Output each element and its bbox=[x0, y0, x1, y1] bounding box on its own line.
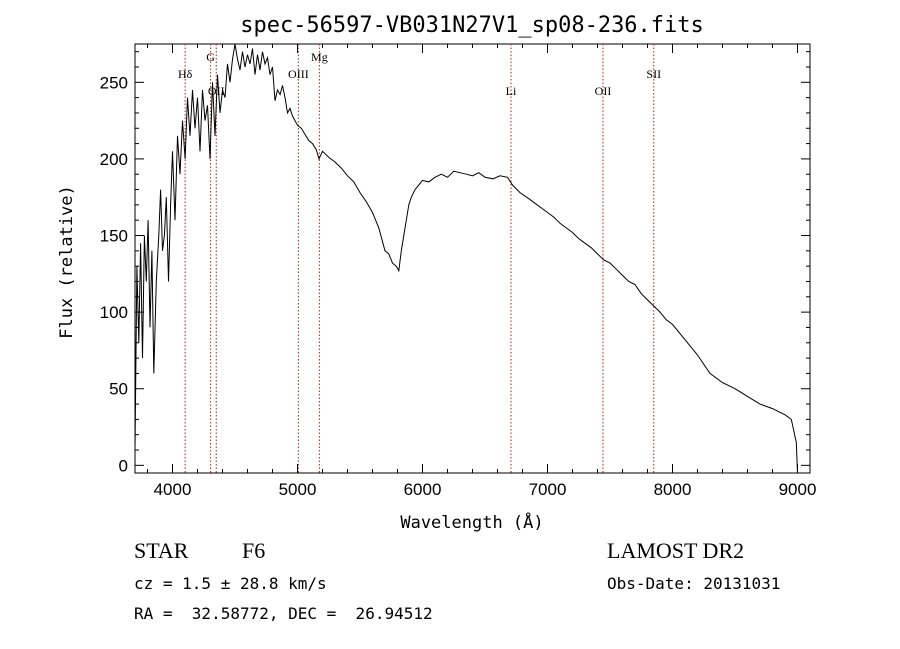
x-tick-label: 9000 bbox=[779, 480, 817, 499]
spectral-line-label: G bbox=[206, 50, 215, 64]
x-tick-label: 7000 bbox=[529, 480, 567, 499]
spectral-line-label: Mg bbox=[311, 50, 328, 64]
survey-name: LAMOST DR2 bbox=[607, 538, 745, 563]
redshift-cz: cz = 1.5 ± 28.8 km/s bbox=[134, 574, 327, 593]
x-tick-label: 4000 bbox=[154, 480, 192, 499]
obs-date: Obs-Date: 20131031 bbox=[607, 574, 781, 593]
x-tick-label: 8000 bbox=[654, 480, 692, 499]
spectral-line-label: OII bbox=[595, 84, 612, 98]
y-tick-label: 0 bbox=[119, 456, 128, 475]
axis-ticks: 4000 5000 6000 7000 8000 9000 0 50 100 150 200 250 bbox=[100, 44, 817, 499]
y-tick-label: 50 bbox=[109, 380, 128, 399]
y-axis-label: Flux (relative) bbox=[57, 185, 77, 339]
x-tick-label: 6000 bbox=[404, 480, 442, 499]
spectral-line-label: SII bbox=[646, 67, 661, 81]
y-tick-label: 100 bbox=[100, 303, 128, 322]
object-subclass: F6 bbox=[242, 538, 266, 563]
flux-series-line bbox=[134, 43, 798, 474]
x-tick-label: 5000 bbox=[279, 480, 317, 499]
y-tick-label: 200 bbox=[100, 150, 128, 169]
ra-dec: RA = 32.58772, DEC = 26.94512 bbox=[134, 604, 433, 623]
spectral-line-label: Hδ bbox=[178, 67, 193, 81]
y-tick-label: 250 bbox=[100, 73, 128, 92]
chart-title: spec-56597-VB031N27V1_sp08-236.fits bbox=[240, 13, 704, 38]
y-tick-label: 150 bbox=[100, 227, 128, 246]
plot-frame bbox=[134, 43, 811, 474]
spectral-line-label: OIII bbox=[288, 67, 309, 81]
spectral-line-label: Li bbox=[506, 84, 517, 98]
object-class: STAR bbox=[134, 538, 189, 563]
x-axis-label: Wavelength (Å) bbox=[400, 511, 543, 533]
